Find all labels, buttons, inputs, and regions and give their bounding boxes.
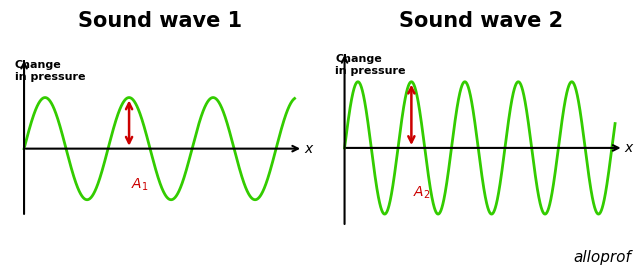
Title: Sound wave 1: Sound wave 1 (78, 11, 242, 31)
Text: Change
in pressure: Change in pressure (15, 60, 85, 82)
Text: $A_{1}$: $A_{1}$ (131, 177, 148, 193)
Title: Sound wave 2: Sound wave 2 (399, 11, 563, 31)
Text: x: x (304, 142, 312, 156)
Text: x: x (624, 141, 633, 155)
Text: Change
in pressure: Change in pressure (335, 54, 406, 76)
Text: alloprof: alloprof (574, 249, 631, 265)
Text: $A_{2}$: $A_{2}$ (413, 184, 430, 201)
